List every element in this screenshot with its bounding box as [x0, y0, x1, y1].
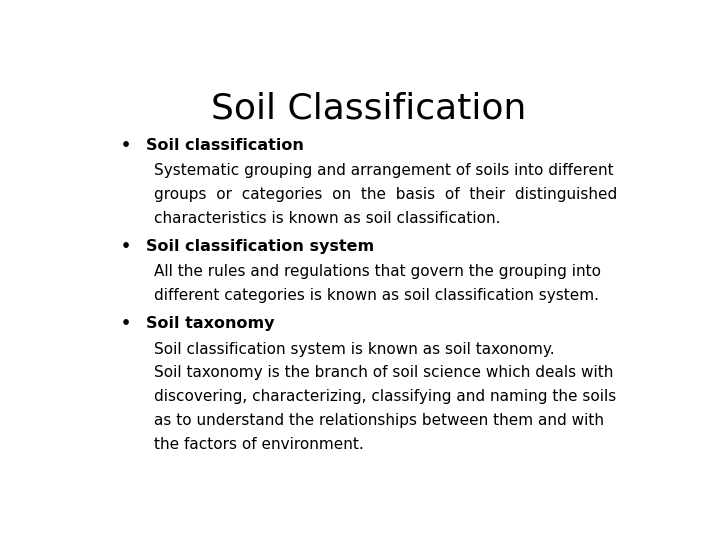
Text: All the rules and regulations that govern the grouping into: All the rules and regulations that gover…	[154, 265, 601, 279]
Text: Systematic grouping and arrangement of soils into different: Systematic grouping and arrangement of s…	[154, 163, 613, 178]
Text: Soil Classification: Soil Classification	[211, 92, 527, 126]
Text: different categories is known as soil classification system.: different categories is known as soil cl…	[154, 288, 599, 303]
Text: Soil classification system is known as soil taxonomy.: Soil classification system is known as s…	[154, 342, 555, 357]
Text: •: •	[121, 239, 131, 254]
Text: Soil classification: Soil classification	[145, 138, 304, 153]
Text: •: •	[121, 138, 131, 153]
Text: Soil classification system: Soil classification system	[145, 239, 374, 254]
Text: groups  or  categories  on  the  basis  of  their  distinguished: groups or categories on the basis of the…	[154, 187, 618, 202]
Text: as to understand the relationships between them and with: as to understand the relationships betwe…	[154, 413, 604, 428]
Text: the factors of environment.: the factors of environment.	[154, 436, 364, 451]
Text: characteristics is known as soil classification.: characteristics is known as soil classif…	[154, 211, 500, 226]
Text: Soil taxonomy: Soil taxonomy	[145, 316, 274, 331]
Text: •: •	[121, 316, 131, 331]
Text: Soil taxonomy is the branch of soil science which deals with: Soil taxonomy is the branch of soil scie…	[154, 366, 613, 380]
Text: discovering, characterizing, classifying and naming the soils: discovering, characterizing, classifying…	[154, 389, 616, 404]
